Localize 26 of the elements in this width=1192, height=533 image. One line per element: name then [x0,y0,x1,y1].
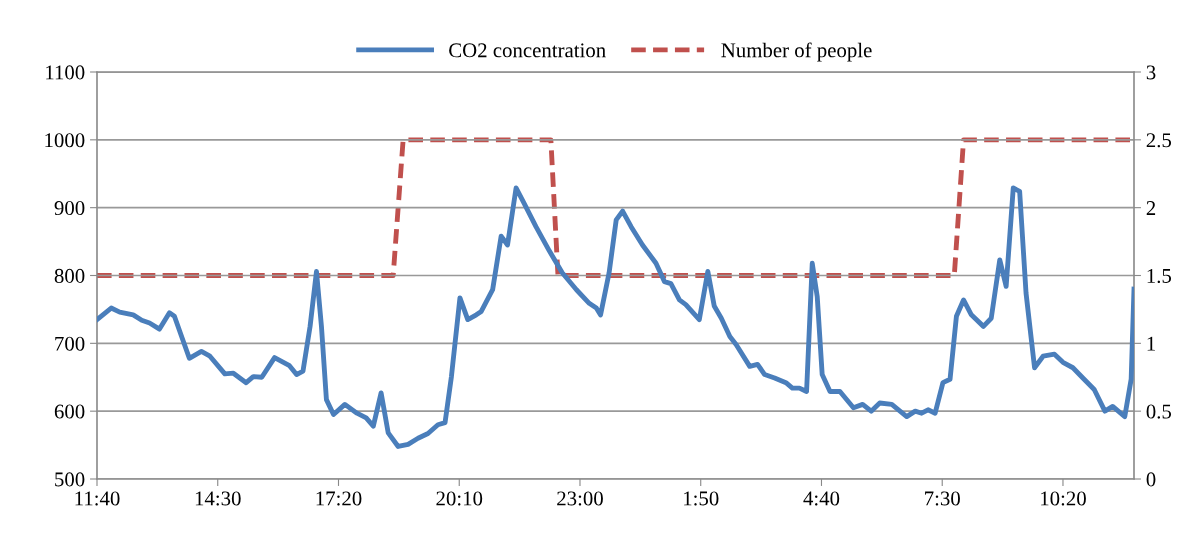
y2-tick-label: 2 [1146,201,1156,215]
x-tick-label: 11:40 [75,491,120,506]
y-tick-label: 700 [55,336,85,351]
y2-tick-label: 0 [1146,472,1156,487]
y-tick-label: 500 [55,472,85,487]
legend-label: CO2 concentration [449,43,606,58]
x-tick-label: 20:10 [436,491,483,506]
legend-label: Number of people [721,42,872,62]
line-series [97,185,1134,449]
x-tick-label: 10:20 [1041,491,1086,506]
y-tick-label: 800 [54,268,85,283]
y-tick-label: 1000 [45,133,85,148]
y2-tick-label: 1.5 [1147,268,1172,284]
y2-tick-label: 3 [1146,65,1156,80]
x-tick-label: 14:30 [195,491,241,506]
y-tick-label: 1100 [46,65,85,80]
x-tick-label: 1:50 [684,491,719,506]
y-tick-label: 900 [54,201,85,216]
x-tick-label: 23:00 [557,491,603,506]
x-tick-label: 7:30 [925,491,960,506]
y2-tick-label: 0.5 [1146,404,1172,419]
y-tick-label: 600 [54,404,85,419]
y2-tick-label: 2.5 [1146,133,1172,148]
x-tick-label: 17:20 [316,491,362,506]
y2-tick-label: 1 [1147,336,1155,351]
x-tick-label: 4:40 [803,491,840,506]
